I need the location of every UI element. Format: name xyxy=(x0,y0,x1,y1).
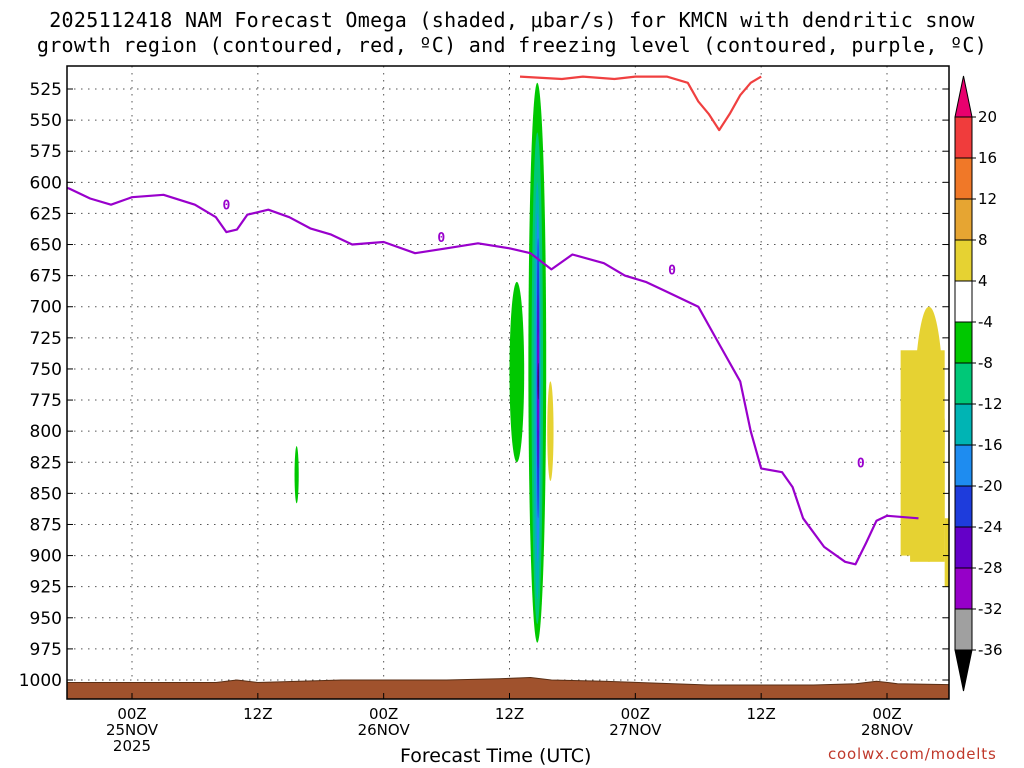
colorbar-label: -8 xyxy=(978,354,993,372)
chart-title-line1: 2025112418 NAM Forecast Omega (shaded, μ… xyxy=(49,8,975,32)
colorbar-swatch xyxy=(954,526,973,569)
x-tick-label: 00Z xyxy=(621,705,650,723)
contour-label-bg-2 xyxy=(667,261,678,277)
colorbar-label: 4 xyxy=(978,272,988,290)
y-tick-label: 900 xyxy=(30,547,62,567)
y-tick-label: 725 xyxy=(30,329,62,349)
omega-shading xyxy=(294,82,949,643)
x-tick-label: 00Z xyxy=(369,705,398,723)
colorbar-label: 8 xyxy=(978,231,988,249)
colorbar-swatch xyxy=(954,567,973,610)
colorbar-label: -24 xyxy=(978,518,1003,536)
colorbar-swatch xyxy=(954,280,973,323)
terrain-area xyxy=(67,676,949,699)
colorbar-top-arrow xyxy=(954,75,973,118)
x-axis-title: Forecast Time (UTC) xyxy=(400,745,592,767)
omega-region-0 xyxy=(294,446,299,504)
colorbar-label: 20 xyxy=(978,108,997,126)
x-tick-label: 2025 xyxy=(113,737,151,755)
contours: 0 0 0 0 xyxy=(67,75,919,566)
x-tick-label: 25NOV xyxy=(106,721,159,739)
contour-label-bg-0 xyxy=(221,196,232,212)
x-tick-label: 00Z xyxy=(117,705,146,723)
colorbar-label: 12 xyxy=(978,190,997,208)
contour-label: 0 xyxy=(437,231,445,246)
y-tick-label: 950 xyxy=(30,609,62,629)
omega-positive-block-1 xyxy=(910,418,945,562)
colorbar-swatch xyxy=(954,444,973,487)
y-tick-label: 600 xyxy=(30,173,62,193)
y-tick-label: 925 xyxy=(30,578,62,598)
x-tick-label: 26NOV xyxy=(358,721,411,739)
y-tick-label: 800 xyxy=(30,422,62,442)
colorbar-swatch xyxy=(954,198,973,241)
y-tick-label: 650 xyxy=(30,236,62,256)
y-tick-label: 550 xyxy=(30,111,62,131)
colorbar: 20 16 12 8 4 -4 -8 -12 -16 -20 -24 -28 -32 -36 xyxy=(954,75,1003,692)
colorbar-label: 16 xyxy=(978,149,997,167)
contour-label: 0 xyxy=(857,456,865,471)
y-tick-label: 525 xyxy=(30,80,62,100)
colorbar-label: -16 xyxy=(978,436,1003,454)
omega-region-3 xyxy=(547,381,554,481)
colorbar-label: -20 xyxy=(978,477,1003,495)
colorbar-label: -36 xyxy=(978,641,1003,659)
colorbar-swatch xyxy=(954,403,973,446)
colorbar-swatch xyxy=(954,239,973,282)
colorbar-swatch xyxy=(954,157,973,200)
x-tick-label: 12Z xyxy=(243,705,272,723)
y-tick-label: 750 xyxy=(30,360,62,380)
dendritic_growth_zone-contour xyxy=(519,75,762,132)
colorbar-label: -4 xyxy=(978,313,993,331)
colorbar-swatch xyxy=(954,485,973,528)
contour-label-bg-1 xyxy=(436,229,447,245)
x-tick-label: 27NOV xyxy=(609,721,662,739)
colorbar-swatch xyxy=(954,362,973,405)
y-tick-label: 825 xyxy=(30,453,62,473)
colorbar-swatch xyxy=(954,608,973,651)
colorbar-label: -12 xyxy=(978,395,1003,413)
colorbar-swatch xyxy=(954,321,973,364)
x-tick-label: 28NOV xyxy=(861,721,914,739)
grid-lines xyxy=(67,66,949,699)
colorbar-swatch xyxy=(954,116,973,159)
y-tick-label: 625 xyxy=(30,204,62,224)
y-tick-label: 850 xyxy=(30,484,62,504)
y-tick-label: 700 xyxy=(30,298,62,318)
chart-title: 2025112418 NAM Forecast Omega (shaded, μ… xyxy=(0,8,1024,58)
y-tick-label: 775 xyxy=(30,391,62,411)
y-tick-label: 575 xyxy=(30,142,62,162)
omega-core-6 xyxy=(537,362,539,401)
x-tick-label: 12Z xyxy=(746,705,775,723)
colorbar-bottom-arrow xyxy=(954,649,973,692)
credit-link[interactable]: coolwx.com/modelts xyxy=(828,745,997,763)
terrain-fill xyxy=(67,676,949,699)
x-tick-label: 00Z xyxy=(872,705,901,723)
contour-label: 0 xyxy=(668,263,676,278)
y-tick-label: 875 xyxy=(30,515,62,535)
contour-label-bg-3 xyxy=(855,454,866,470)
y-tick-label: 675 xyxy=(30,267,62,287)
y-tick-label: 1000 xyxy=(19,671,62,691)
omega-region-1 xyxy=(509,281,525,463)
omega-positive-block-2 xyxy=(944,518,949,587)
plot-frame xyxy=(66,65,950,700)
freezing_level-contour xyxy=(67,186,919,566)
x-tick-label: 12Z xyxy=(495,705,524,723)
y-tick-label: 975 xyxy=(30,640,62,660)
chart-title-line2: growth region (contoured, red, ºC) and f… xyxy=(36,33,988,57)
colorbar-label: -28 xyxy=(978,559,1003,577)
contour-label: 0 xyxy=(222,199,230,214)
y-axis: 525 550 575 600 625 650 675 700 725 750 775 800 825 8… xyxy=(19,80,949,691)
colorbar-label: -32 xyxy=(978,600,1003,618)
